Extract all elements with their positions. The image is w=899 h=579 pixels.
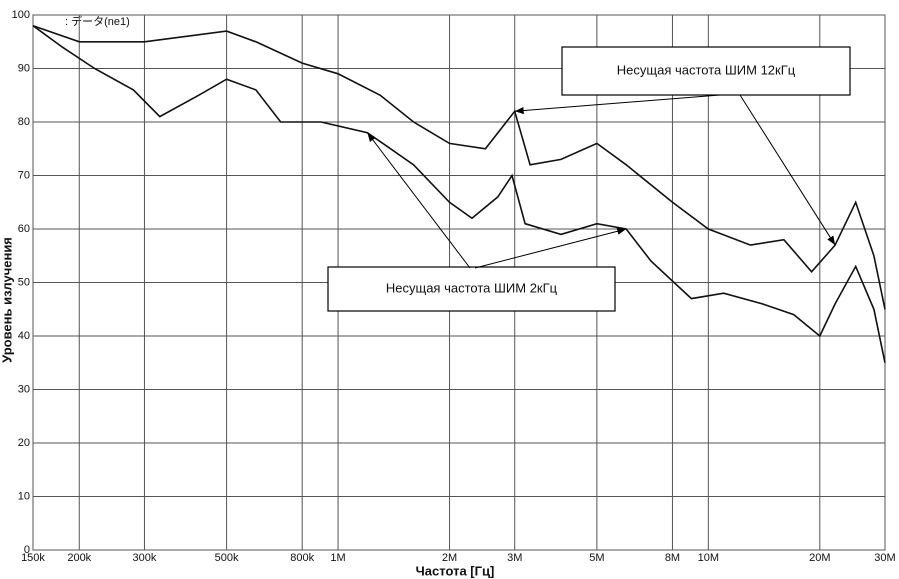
- x-tick-label: 30M: [874, 552, 895, 564]
- y-tick-label: 30: [18, 383, 30, 395]
- y-tick-label: 100: [12, 9, 30, 21]
- data-line: [32, 24, 886, 310]
- x-tick-label: 150k: [21, 552, 45, 564]
- y-axis-title: Уровень излучения: [0, 237, 14, 363]
- y-tick-label: 0: [24, 544, 30, 556]
- callout-arrow: [514, 94, 721, 115]
- callout-box: [327, 266, 616, 312]
- callout-arrow: [474, 227, 627, 269]
- note: : データ(ne1): [65, 14, 130, 28]
- x-tick-label: 200k: [67, 552, 91, 564]
- x-tick-label: 2M: [442, 552, 457, 564]
- callout-arrow: [366, 132, 471, 269]
- y-tick-label: 70: [18, 169, 30, 181]
- x-tick-label: 500k: [215, 552, 239, 564]
- y-tick-label: 60: [18, 223, 30, 235]
- data-line: [32, 25, 886, 363]
- y-tick-label: 40: [18, 330, 30, 342]
- x-tick-label: 10M: [698, 552, 719, 564]
- callout-arrow: [739, 94, 836, 246]
- y-tick-label: 80: [18, 116, 30, 128]
- y-tick-label: 50: [18, 276, 30, 288]
- callout-text: Несущая частота ШИМ 2кГц: [386, 280, 558, 295]
- x-tick-label: 3M: [507, 552, 522, 564]
- y-tick-label: 20: [18, 437, 30, 449]
- x-tick-label: 5M: [589, 552, 604, 564]
- x-axis-title: Частота [Гц]: [416, 563, 495, 578]
- x-tick-label: 800k: [290, 552, 314, 564]
- callout-box: [561, 46, 851, 96]
- x-tick-label: 20M: [809, 552, 830, 564]
- callout-text: Несущая частота ШИМ 12кГц: [617, 62, 796, 77]
- y-tick-label: 10: [18, 490, 30, 502]
- x-tick-label: 1M: [330, 552, 345, 564]
- x-tick-label: 300k: [133, 552, 157, 564]
- y-tick-label: 90: [18, 62, 30, 74]
- x-tick-label: 8M: [665, 552, 680, 564]
